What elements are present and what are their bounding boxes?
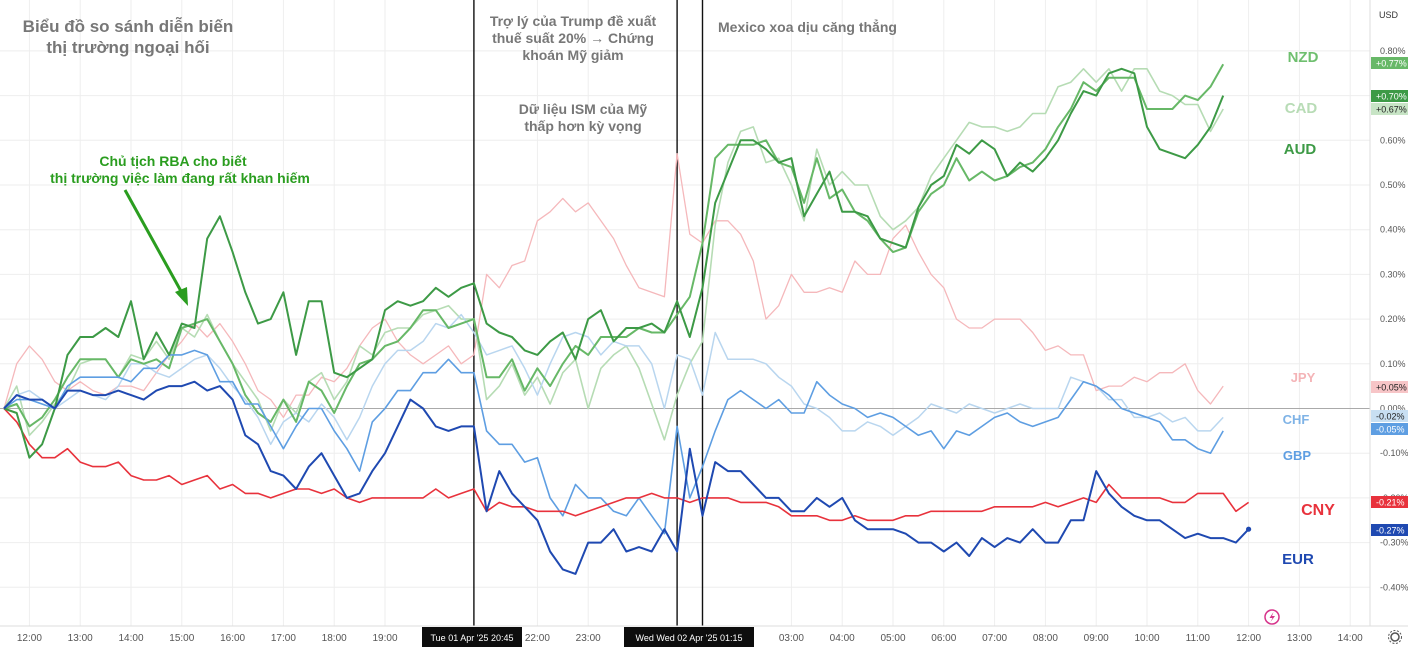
chart-title-line-1: Biểu đồ so sánh diễn biến — [23, 17, 234, 36]
annotation-trump-line-2: thuế suất 20% → Chứng — [492, 30, 654, 46]
time-axis[interactable]: 12:00 13:00 14:00 15:00 16:00 17:00 18:00 19:00… — [0, 625, 1408, 648]
annotation-mexico: Mexico xoa dịu căng thẳng — [718, 18, 897, 35]
series-line-jpy[interactable] — [3, 153, 1224, 419]
x-tick-label: 03:00 — [779, 633, 804, 644]
time-highlight-box — [624, 627, 754, 647]
y-tick-label: 0.80% — [1380, 46, 1406, 56]
y-tick-label: -0.40% — [1380, 582, 1408, 592]
value-tag-text-cny: -0.21% — [1376, 498, 1405, 508]
series-endpoint-eur — [1246, 526, 1252, 532]
annotation-rba-line-1: Chủ tịch RBA cho biết — [99, 153, 247, 169]
x-tick-label: 22:00 — [525, 633, 550, 644]
series-line-eur[interactable] — [3, 380, 1250, 575]
value-tag-text-gbp: -0.05% — [1376, 425, 1405, 435]
x-tick-label: 18:00 — [322, 633, 347, 644]
value-tag-text-aud: +0.70% — [1376, 92, 1407, 102]
series-name-chf: CHF — [1283, 412, 1310, 427]
y-tick-label: -0.10% — [1380, 448, 1408, 458]
value-tag-text-cad: +0.67% — [1376, 105, 1407, 115]
x-tick-label: 06:00 — [931, 633, 956, 644]
value-tag-cny — [1371, 496, 1408, 508]
annotation-ism-line-2: thấp hơn kỳ vọng — [524, 118, 641, 134]
annotation-rba-line-2: thị trường việc làm đang rất khan hiếm — [50, 170, 310, 186]
price-axis[interactable]: 0.80%0.70%0.60%0.50%0.40%0.30%0.20%0.10%… — [1369, 0, 1408, 648]
annotation-trump-line-1: Trợ lý của Trump đề xuất — [490, 13, 657, 29]
value-tag-text-chf: -0.02% — [1376, 412, 1405, 422]
value-tag-gbp — [1371, 423, 1408, 435]
currency-label[interactable]: USD — [1379, 10, 1399, 20]
x-tick-label: 05:00 — [880, 633, 905, 644]
value-tag-jpy — [1371, 381, 1408, 393]
y-tick-label: 0.30% — [1380, 269, 1406, 279]
chart-title-line-2: thị trường ngoại hối — [46, 38, 209, 57]
x-tick-label: 16:00 — [220, 633, 245, 644]
x-tick-label: 19:00 — [372, 633, 397, 644]
value-tag-nzd — [1371, 57, 1408, 69]
series-name-eur: EUR — [1282, 551, 1314, 568]
series-layer[interactable]: NZD CAD AUD JPY CHF GBP CNY EUR — [3, 49, 1335, 575]
time-highlight-box — [422, 627, 522, 647]
bolt-icon[interactable] — [1264, 609, 1280, 625]
x-tick-label: 15:00 — [169, 633, 194, 644]
y-tick-label: 0.20% — [1380, 314, 1406, 324]
series-line-gbp[interactable] — [3, 349, 1224, 535]
y-tick-label: 0.50% — [1380, 180, 1406, 190]
value-tag-text-jpy: +0.05% — [1376, 383, 1407, 393]
annotation-trump-line-3: khoán Mỹ giảm — [522, 47, 623, 63]
value-tag-chf — [1371, 410, 1408, 422]
x-tick-label: 14:00 — [118, 633, 143, 644]
x-tick-label: 11:00 — [1186, 633, 1211, 644]
series-name-gbp: GBP — [1283, 448, 1312, 463]
y-tick-label: 0.10% — [1380, 359, 1406, 369]
value-tag-text-eur: -0.27% — [1376, 526, 1405, 536]
x-tick-label: 14:00 — [1338, 633, 1363, 644]
x-tick-label: 13:00 — [1287, 633, 1312, 644]
y-tick-label: 0.00% — [1380, 404, 1406, 414]
series-line-cad[interactable] — [3, 68, 1224, 441]
x-tick-label: 08:00 — [1033, 633, 1058, 644]
y-tick-label: -0.30% — [1380, 538, 1408, 548]
time-highlight-label: Tue 01 Apr '25 20:45 — [431, 633, 514, 643]
x-tick-label: 12:00 — [17, 633, 42, 644]
series-name-aud: AUD — [1284, 141, 1317, 158]
series-line-cny[interactable] — [3, 407, 1250, 522]
series-name-nzd: NZD — [1288, 49, 1319, 66]
x-tick-label: 07:00 — [982, 633, 1007, 644]
series-name-cny: CNY — [1301, 502, 1335, 519]
annotation-rba-arrow — [123, 189, 188, 306]
x-tick-label: 09:00 — [1084, 633, 1109, 644]
series-name-jpy: JPY — [1291, 370, 1316, 385]
series-line-aud[interactable] — [3, 67, 1225, 459]
x-tick-label: 10:00 — [1134, 633, 1159, 644]
y-tick-label: 0.60% — [1380, 135, 1406, 145]
grid-layer — [0, 0, 1370, 626]
x-tick-label: 23:00 — [576, 633, 601, 644]
y-tick-label: 0.40% — [1380, 225, 1406, 235]
x-tick-label: 13:00 — [68, 633, 93, 644]
series-name-cad: CAD — [1285, 100, 1318, 117]
value-tag-cad — [1371, 103, 1408, 115]
x-tick-label: 17:00 — [271, 633, 296, 644]
time-highlight-label: Wed Wed 02 Apr '25 01:15 — [636, 633, 743, 643]
x-tick-label: 12:00 — [1236, 633, 1261, 644]
value-tag-text-nzd: +0.77% — [1376, 59, 1407, 69]
value-tag-aud — [1371, 90, 1408, 102]
gear-icon[interactable] — [1388, 630, 1402, 644]
annotation-ism-line-1: Dữ liệu ISM của Mỹ — [519, 101, 648, 117]
value-tag-eur — [1371, 524, 1408, 536]
series-line-nzd[interactable] — [3, 63, 1225, 428]
x-tick-label: 04:00 — [830, 633, 855, 644]
